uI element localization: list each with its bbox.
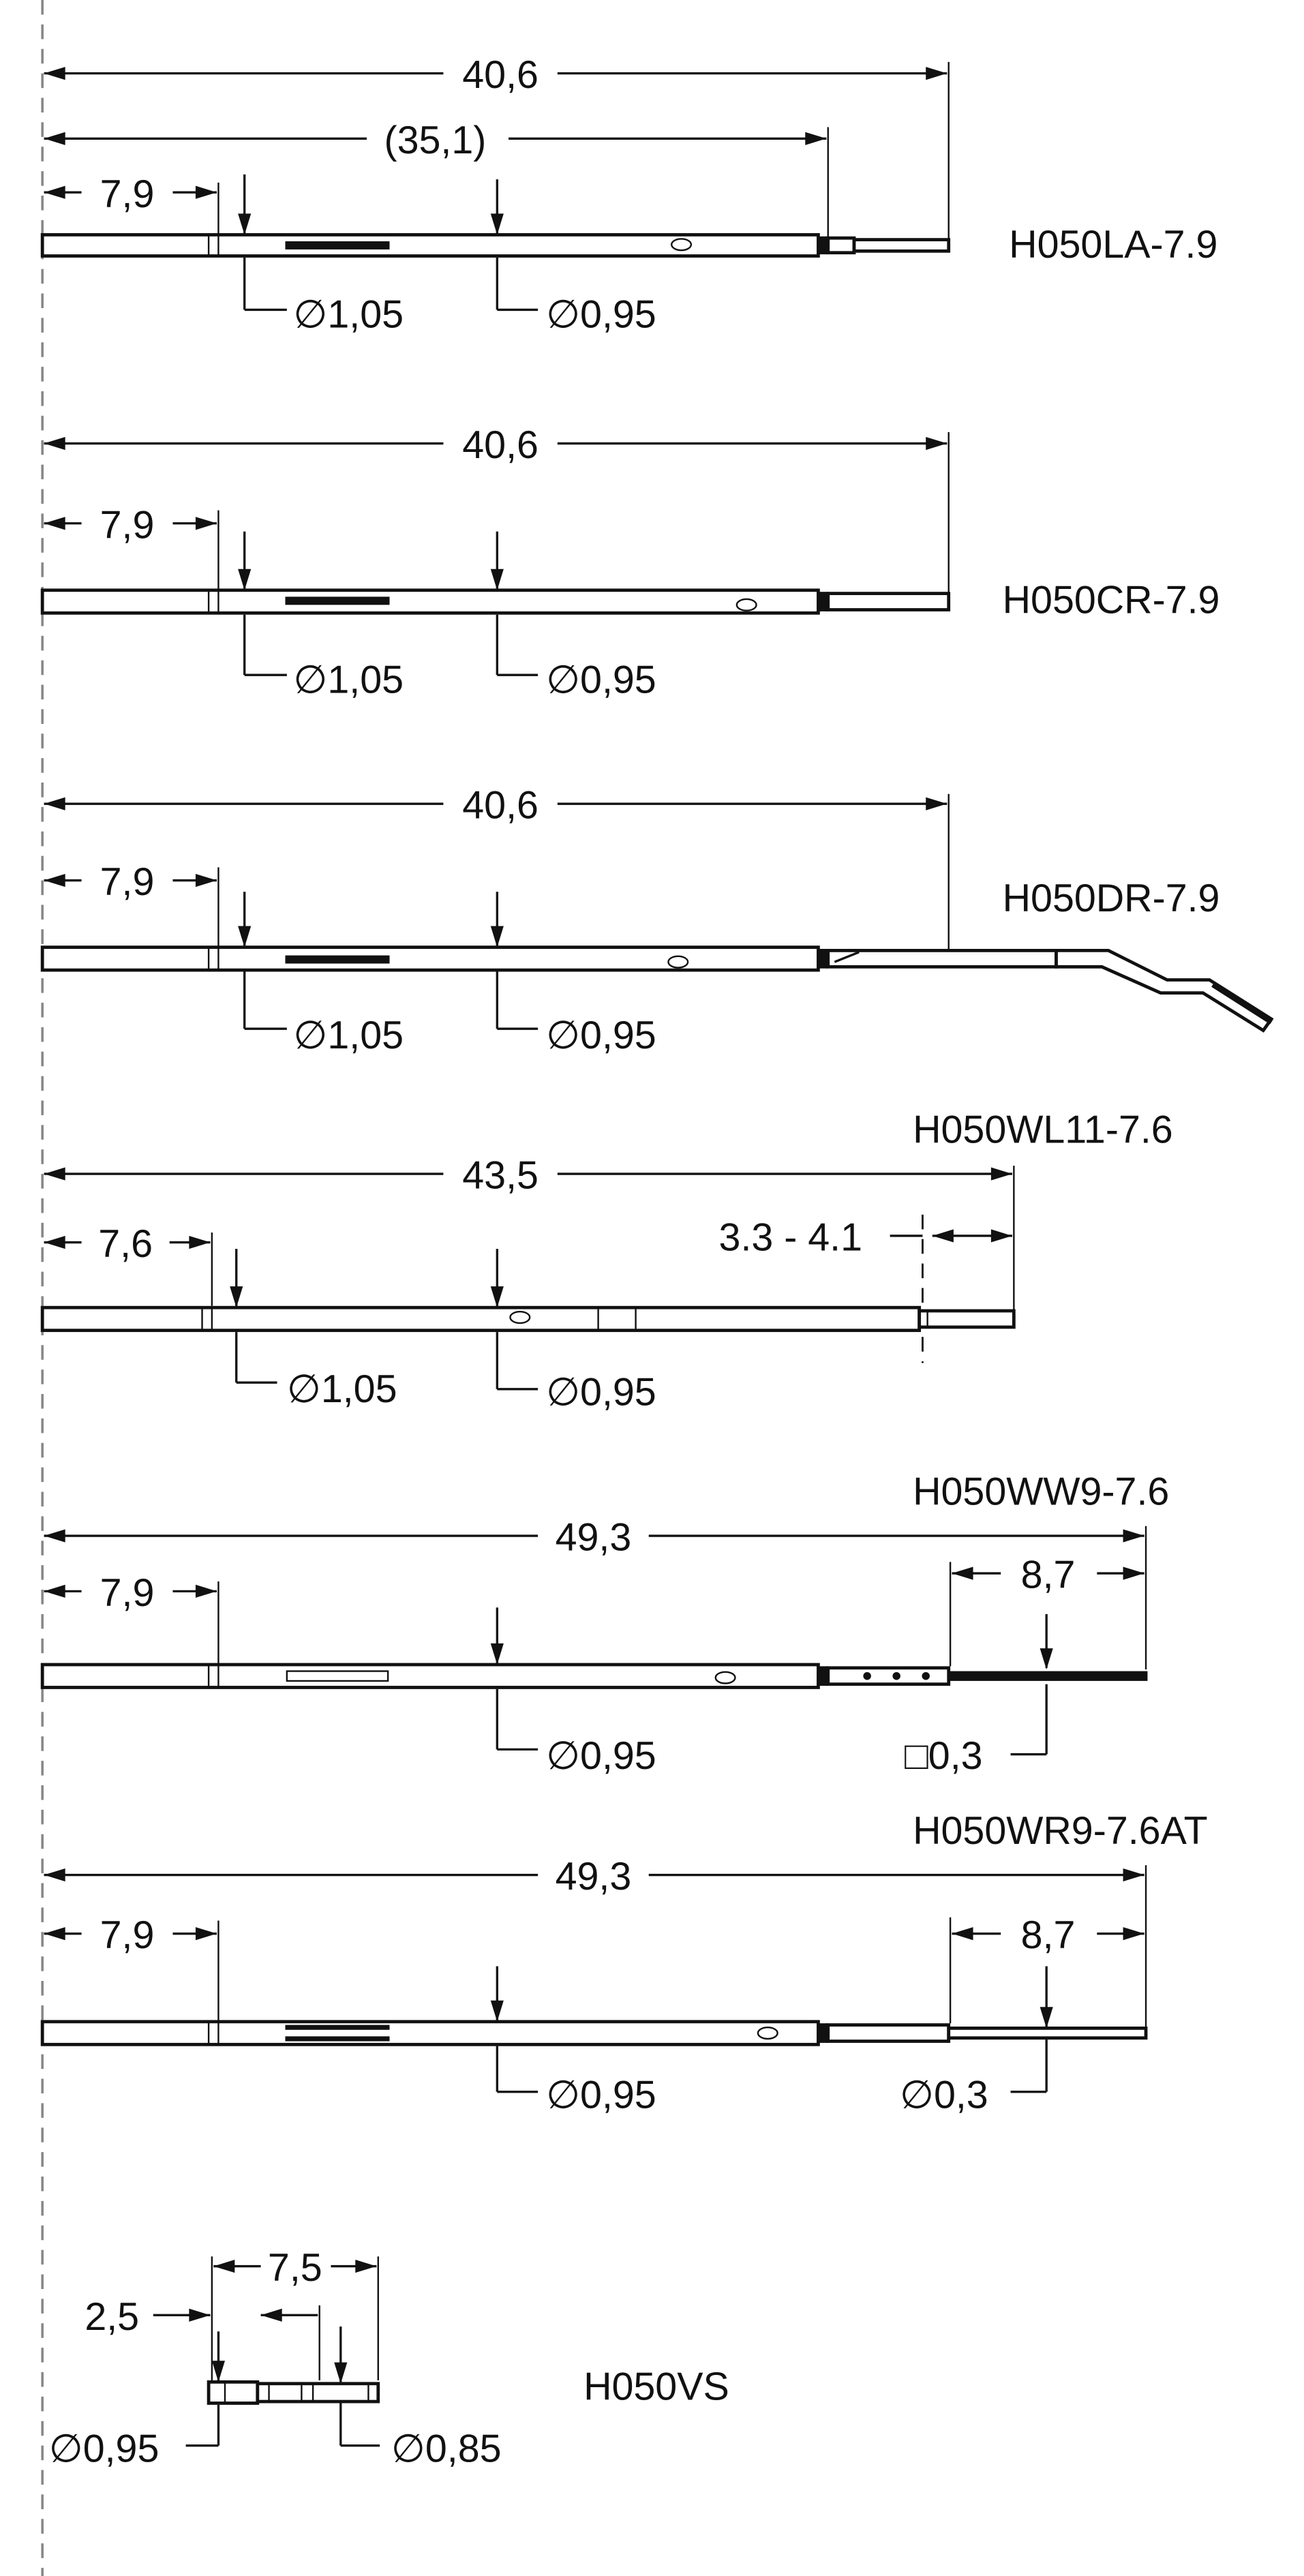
offset-label: 2,5 [85,2295,139,2339]
square-size-label: □0,3 [905,1734,982,1778]
part-h050cr: 40,6 7,9 ∅1,05 ∅0,95 H050CR-7.9 [40,423,1220,702]
reference-length-label: (35,1) [384,119,487,162]
part-h050ww9: 49,3 7,9 8,7 ∅0,95 □0,3 H050WW9-7.6 [40,1470,1169,1778]
overall-length-label: 40,6 [462,423,539,467]
offset-label: 7,9 [100,172,155,216]
part-h050wr9: 49,3 7,9 8,7 ∅0,95 ∅0,3 H050WR9-7.6AT [40,1809,1208,2117]
diameter-2-label: ∅0,95 [546,293,656,337]
diameter-1-label: ∅1,05 [293,293,404,337]
part-h050la: 40,6 (35,1) 7,9 ∅1,05 ∅0,95 H050LA-7.9 [40,53,1217,337]
overall-length-label: 49,3 [556,1855,632,1898]
overall-length-label: 40,6 [462,53,539,97]
diameter-1-label: ∅1,05 [287,1367,397,1411]
part-number-label: H050LA-7.9 [1009,223,1217,267]
diameter-2-label: ∅0,85 [391,2427,502,2471]
part-h050vs: 7,5 2,5 ∅0,95 ∅0,85 H050VS [49,2246,729,2470]
part-number-label: H050CR-7.9 [1003,578,1220,622]
tail-length-label: 8,7 [1021,1913,1076,1957]
offset-label: 7,9 [100,503,155,547]
diameter-1-label: ∅1,05 [293,658,404,701]
pin-body [207,2380,260,2405]
pin-body [40,2020,820,2046]
pin-body [40,588,820,615]
pin-body [40,1663,820,1689]
overall-length-label: 40,6 [462,784,539,828]
pin-body [40,1305,922,1333]
part-h050wl11: 43,5 7,6 3.3 - 4.1 ∅1,05 ∅0,95 H050WL11-… [40,1108,1173,1414]
part-number-label: H050WR9-7.6AT [913,1809,1208,1853]
diameter-2-label: ∅0,95 [546,658,656,701]
diameter-2-label: ∅0,95 [546,2074,656,2117]
range-label: 3.3 - 4.1 [719,1215,862,1259]
diameter-1-label: ∅1,05 [293,1014,404,1057]
diameter-2-label: ∅0,95 [546,1371,656,1414]
offset-label: 7,6 [98,1222,153,1266]
tail-diameter-label: ∅0,3 [900,2074,988,2117]
offset-label: 7,9 [100,1913,155,1957]
offset-label: 7,9 [100,1571,155,1615]
length-label: 7,5 [268,2246,322,2290]
part-number-label: H050DR-7.9 [1003,877,1220,920]
diameter-2-label: ∅0,95 [546,1734,656,1778]
overall-length-label: 43,5 [462,1154,539,1198]
pin-body [40,945,820,972]
part-number-label: H050WL11-7.6 [913,1108,1173,1152]
diameter-1-label: ∅0,95 [49,2427,160,2471]
part-number-label: H050WW9-7.6 [913,1470,1169,1514]
part-number-label: H050VS [583,2365,729,2409]
bent-tail [1055,949,1274,1033]
part-h050dr: 40,6 7,9 ∅1,05 ∅0,95 H050DR-7.9 [40,784,1274,1057]
offset-label: 7,9 [100,860,155,904]
pin-body [40,233,820,258]
overall-length-label: 49,3 [556,1516,632,1560]
tail-length-label: 8,7 [1021,1554,1076,1597]
diameter-2-label: ∅0,95 [546,1014,656,1057]
